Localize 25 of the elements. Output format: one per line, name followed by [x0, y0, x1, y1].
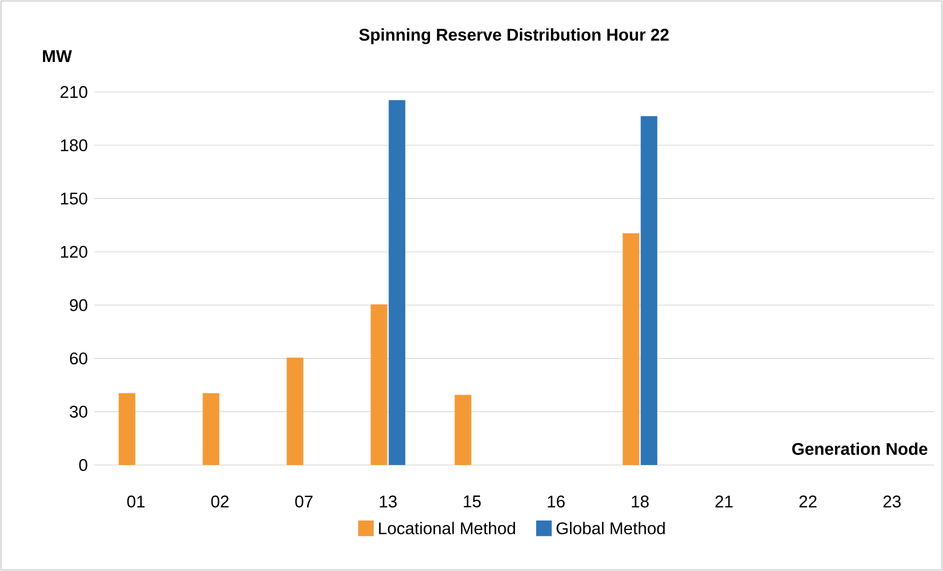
y-axis-title: MW	[42, 50, 72, 62]
y-tick-label: 0	[79, 459, 88, 471]
x-tick-label: 16	[548, 496, 565, 508]
y-tick-label: 60	[70, 352, 88, 364]
y-tick-label: 180	[60, 139, 88, 152]
x-tick-label: 02	[211, 496, 229, 508]
x-tick-label: 21	[715, 496, 733, 508]
x-tick-label: 18	[632, 496, 649, 508]
x-tick-label: 15	[464, 496, 481, 508]
x-tick-label: 23	[883, 496, 901, 508]
y-tick-label: 90	[70, 299, 88, 312]
x-tick-label: 13	[380, 496, 397, 508]
y-tick-label: 30	[70, 406, 88, 418]
x-tick-label: 22	[799, 496, 817, 508]
bar	[388, 100, 406, 465]
y-tick-label: 210	[60, 86, 88, 98]
y-tick-label: 120	[60, 246, 88, 258]
x-tick-label: 07	[295, 496, 313, 508]
x-tick-label: 01	[127, 496, 145, 508]
legend-label: Locational Method	[379, 522, 516, 534]
legend-label: Global Method	[556, 522, 665, 534]
x-axis-title: Generation Node	[792, 442, 928, 455]
chart-title: Spinning Reserve Distribution Hour 22	[359, 28, 669, 44]
bar	[640, 116, 658, 465]
y-tick-label: 150	[60, 192, 88, 205]
